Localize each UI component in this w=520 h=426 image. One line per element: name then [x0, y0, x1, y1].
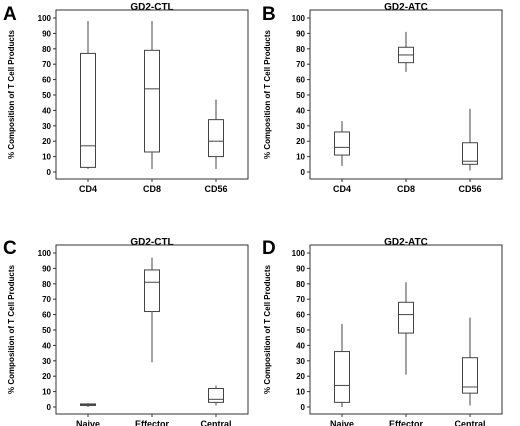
- box-iqr: [208, 119, 224, 158]
- y-tick-label: 40: [296, 341, 305, 350]
- box-iqr: [462, 142, 478, 165]
- y-tick-label: 40: [296, 106, 305, 115]
- box-iqr: [80, 52, 96, 168]
- x-tick-label: Central: [200, 419, 231, 426]
- chart-panel-a: A GD2-CTL 0 10 20 30 40 50 60 70 80 90 100 % Composit…: [3, 2, 249, 194]
- box-central: [462, 317, 478, 406]
- y-tick-label: 10: [296, 153, 305, 162]
- box-effector: [144, 257, 160, 363]
- y-tick-label: 30: [42, 122, 51, 131]
- y-tick-label: 100: [38, 14, 52, 23]
- box-iqr: [398, 301, 414, 334]
- y-axis-label: % Composition of T Cell Products: [7, 30, 16, 159]
- y-tick-label: 90: [42, 264, 51, 273]
- box-iqr: [334, 351, 350, 403]
- chart-title: GD2-CTL: [130, 2, 173, 13]
- panel-letter: B: [262, 4, 276, 25]
- x-tick-label: Effector: [135, 419, 170, 426]
- box-naive: [80, 403, 96, 407]
- y-tick-label: 80: [42, 280, 51, 289]
- y-tick-label: 60: [42, 76, 51, 85]
- panel-letter: C: [3, 238, 17, 259]
- box-cd56: [462, 108, 478, 171]
- y-tick-label: 0: [47, 403, 52, 412]
- x-tick-label: CD8: [143, 184, 161, 194]
- x-tick-label: CD56: [458, 184, 481, 194]
- y-tick-label: 100: [292, 249, 306, 258]
- box-effector: [398, 282, 414, 375]
- box-cd4: [334, 121, 350, 166]
- x-tick-label: CD56: [204, 184, 227, 194]
- y-tick-label: 70: [42, 60, 51, 69]
- x-tick-label: CD8: [397, 184, 415, 194]
- box-iqr: [334, 131, 350, 156]
- y-tick-label: 50: [42, 91, 51, 100]
- y-tick-label: 90: [296, 264, 305, 273]
- y-tick-label: 80: [296, 45, 305, 54]
- y-tick-label: 70: [42, 295, 51, 304]
- y-tick-label: 90: [42, 29, 51, 38]
- chart-title: GD2-ATC: [384, 237, 428, 248]
- y-tick-label: 70: [296, 295, 305, 304]
- y-tick-label: 20: [296, 372, 305, 381]
- y-tick-label: 60: [296, 76, 305, 85]
- box-iqr: [462, 357, 478, 394]
- y-tick-label: 70: [296, 60, 305, 69]
- box-cd56: [208, 99, 224, 169]
- y-tick-label: 60: [42, 311, 51, 320]
- y-tick-label: 30: [296, 122, 305, 131]
- y-tick-label: 80: [296, 280, 305, 289]
- y-tick-label: 10: [42, 153, 51, 162]
- y-tick-label: 30: [42, 357, 51, 366]
- y-tick-label: 100: [38, 249, 52, 258]
- box-iqr: [144, 269, 160, 313]
- x-tick-label: CD4: [333, 184, 351, 194]
- y-tick-label: 40: [42, 106, 51, 115]
- y-tick-label: 10: [42, 388, 51, 397]
- chart-panel-c: C GD2-CTL 0 10 20 30 40 50 60 70 80 90 100 % Composit…: [3, 237, 249, 426]
- y-axis-label: % Composition of T Cell Products: [263, 265, 272, 394]
- y-axis-label: % Composition of T Cell Products: [7, 265, 16, 394]
- y-tick-label: 60: [296, 311, 305, 320]
- box-iqr: [144, 49, 160, 153]
- x-tick-label: Effector: [389, 419, 424, 426]
- x-tick-label: CD4: [79, 184, 97, 194]
- panel-letter: A: [3, 4, 17, 25]
- y-tick-label: 20: [42, 137, 51, 146]
- y-tick-label: 50: [42, 326, 51, 335]
- box-cd8: [144, 21, 160, 169]
- y-tick-label: 20: [296, 137, 305, 146]
- y-tick-label: 30: [296, 357, 305, 366]
- y-tick-label: 10: [296, 388, 305, 397]
- x-tick-label: Naive: [76, 419, 100, 426]
- box-iqr: [208, 388, 224, 403]
- y-tick-label: 0: [301, 403, 306, 412]
- y-axis-label: % Composition of T Cell Products: [263, 30, 272, 159]
- y-tick-label: 100: [292, 14, 306, 23]
- box-cd4: [80, 21, 96, 169]
- chart-title: GD2-CTL: [130, 237, 173, 248]
- x-tick-label: Central: [454, 419, 485, 426]
- box-central: [208, 385, 224, 406]
- box-cd8: [398, 31, 414, 72]
- y-tick-label: 50: [296, 326, 305, 335]
- panel-letter: D: [262, 238, 276, 259]
- y-tick-label: 40: [42, 341, 51, 350]
- y-tick-label: 20: [42, 372, 51, 381]
- chart-panel-b: B GD2-ATC 0 10 20 30 40 50 60 70 80 90 100 % Composit…: [262, 2, 503, 194]
- box-naive: [334, 323, 350, 407]
- y-tick-label: 0: [301, 168, 306, 177]
- x-tick-label: Naive: [330, 419, 354, 426]
- chart-panel-d: D GD2-ATC 0 10 20 30 40 50 60 70 80 90 100 % Composit…: [262, 237, 503, 426]
- y-tick-label: 90: [296, 29, 305, 38]
- y-tick-label: 0: [47, 168, 52, 177]
- y-tick-label: 80: [42, 45, 51, 54]
- y-tick-label: 50: [296, 91, 305, 100]
- chart-title: GD2-ATC: [384, 2, 428, 13]
